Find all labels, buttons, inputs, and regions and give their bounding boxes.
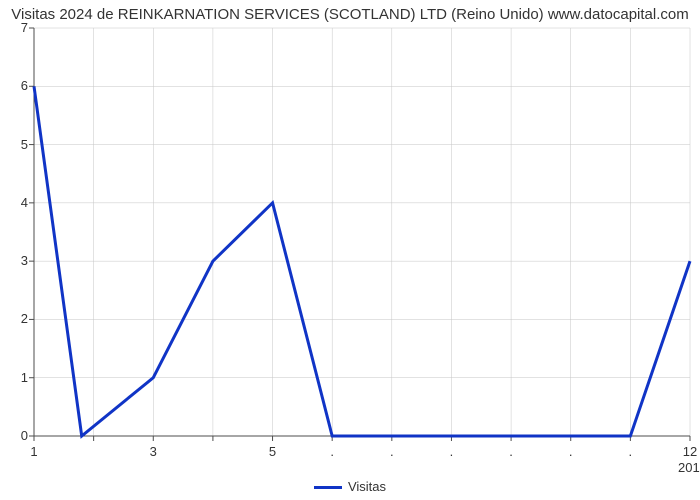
x-axis-label: . <box>390 444 394 459</box>
y-axis-label: 0 <box>8 428 28 443</box>
legend-swatch <box>314 486 342 489</box>
y-axis-label: 5 <box>8 137 28 152</box>
x-axis-label: . <box>509 444 513 459</box>
x-axis-label: 5 <box>269 444 276 459</box>
x-axis-sublabel: 201 <box>678 460 700 475</box>
legend: Visitas <box>0 479 700 494</box>
x-axis-label: 3 <box>150 444 157 459</box>
x-axis-label: . <box>330 444 334 459</box>
y-axis-label: 4 <box>8 195 28 210</box>
chart-plot <box>0 0 700 500</box>
x-axis-label: . <box>629 444 633 459</box>
x-axis-label: . <box>569 444 573 459</box>
x-axis-label: . <box>450 444 454 459</box>
x-axis-label: 1 <box>30 444 37 459</box>
y-axis-label: 1 <box>8 370 28 385</box>
y-axis-label: 7 <box>8 20 28 35</box>
legend-label: Visitas <box>348 479 386 494</box>
y-axis-label: 2 <box>8 311 28 326</box>
x-axis-label: 12 <box>683 444 697 459</box>
y-axis-label: 3 <box>8 253 28 268</box>
y-axis-label: 6 <box>8 78 28 93</box>
chart-title: Visitas 2024 de REINKARNATION SERVICES (… <box>0 6 700 23</box>
